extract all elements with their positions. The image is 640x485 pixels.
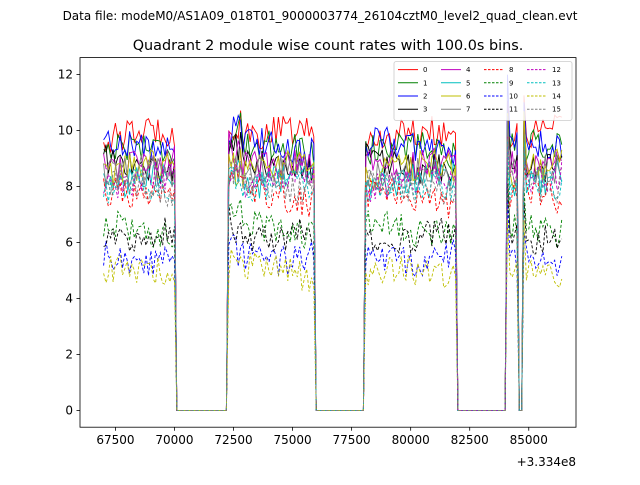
x-offset-label: +3.334e8: [517, 455, 576, 469]
series-line-11: [103, 183, 563, 411]
y-tick-label: 2: [65, 348, 73, 362]
x-axis: 67500 70000 72500 75000 77500 80000 82500 85000: [96, 427, 548, 447]
x-tick-label: 85000: [510, 433, 548, 447]
series-line-14: [103, 220, 563, 411]
legend-label-6: 6: [466, 93, 471, 101]
legend-label-0: 0: [423, 66, 427, 74]
legend-box: [393, 61, 573, 121]
figure-suptitle: Data file: modeM0/AS1A09_018T01_90000037…: [63, 9, 578, 23]
y-tick-label: 12: [58, 68, 73, 82]
x-tick-label: 80000: [392, 433, 430, 447]
x-tick-label: 82500: [451, 433, 489, 447]
x-tick-label: 72500: [214, 433, 252, 447]
legend-label-11: 11: [509, 106, 518, 114]
legend-label-13: 13: [552, 79, 561, 87]
legend-label-7: 7: [466, 106, 470, 114]
y-tick-label: 0: [65, 404, 73, 418]
legend-label-8: 8: [509, 66, 513, 74]
y-tick-label: 10: [58, 124, 73, 138]
y-tick-label: 4: [65, 292, 73, 306]
legend-label-4: 4: [466, 66, 471, 74]
x-tick-label: 67500: [96, 433, 134, 447]
legend-label-12: 12: [552, 66, 561, 74]
legend-label-5: 5: [466, 79, 470, 87]
y-axis: 0 2 4 6 8 10 12: [58, 68, 80, 418]
y-tick-label: 6: [65, 236, 73, 250]
y-tick-label: 8: [65, 180, 73, 194]
legend-label-9: 9: [509, 79, 513, 87]
legend-label-14: 14: [552, 93, 561, 101]
chart-title: Quadrant 2 module wise count rates with …: [133, 38, 524, 54]
legend-label-10: 10: [509, 93, 518, 101]
series-line-15: [103, 132, 562, 411]
series-line-13: [103, 139, 563, 411]
series-line-12: [103, 133, 563, 411]
x-tick-label: 77500: [333, 433, 371, 447]
x-tick-label: 70000: [155, 433, 193, 447]
legend-label-3: 3: [423, 106, 427, 114]
legend-label-15: 15: [552, 106, 561, 114]
legend-label-1: 1: [423, 79, 427, 87]
legend-label-2: 2: [423, 93, 427, 101]
series-line-9: [103, 166, 563, 411]
series-layer: [103, 74, 563, 411]
series-line-7: [103, 115, 563, 411]
x-tick-label: 75000: [273, 433, 311, 447]
